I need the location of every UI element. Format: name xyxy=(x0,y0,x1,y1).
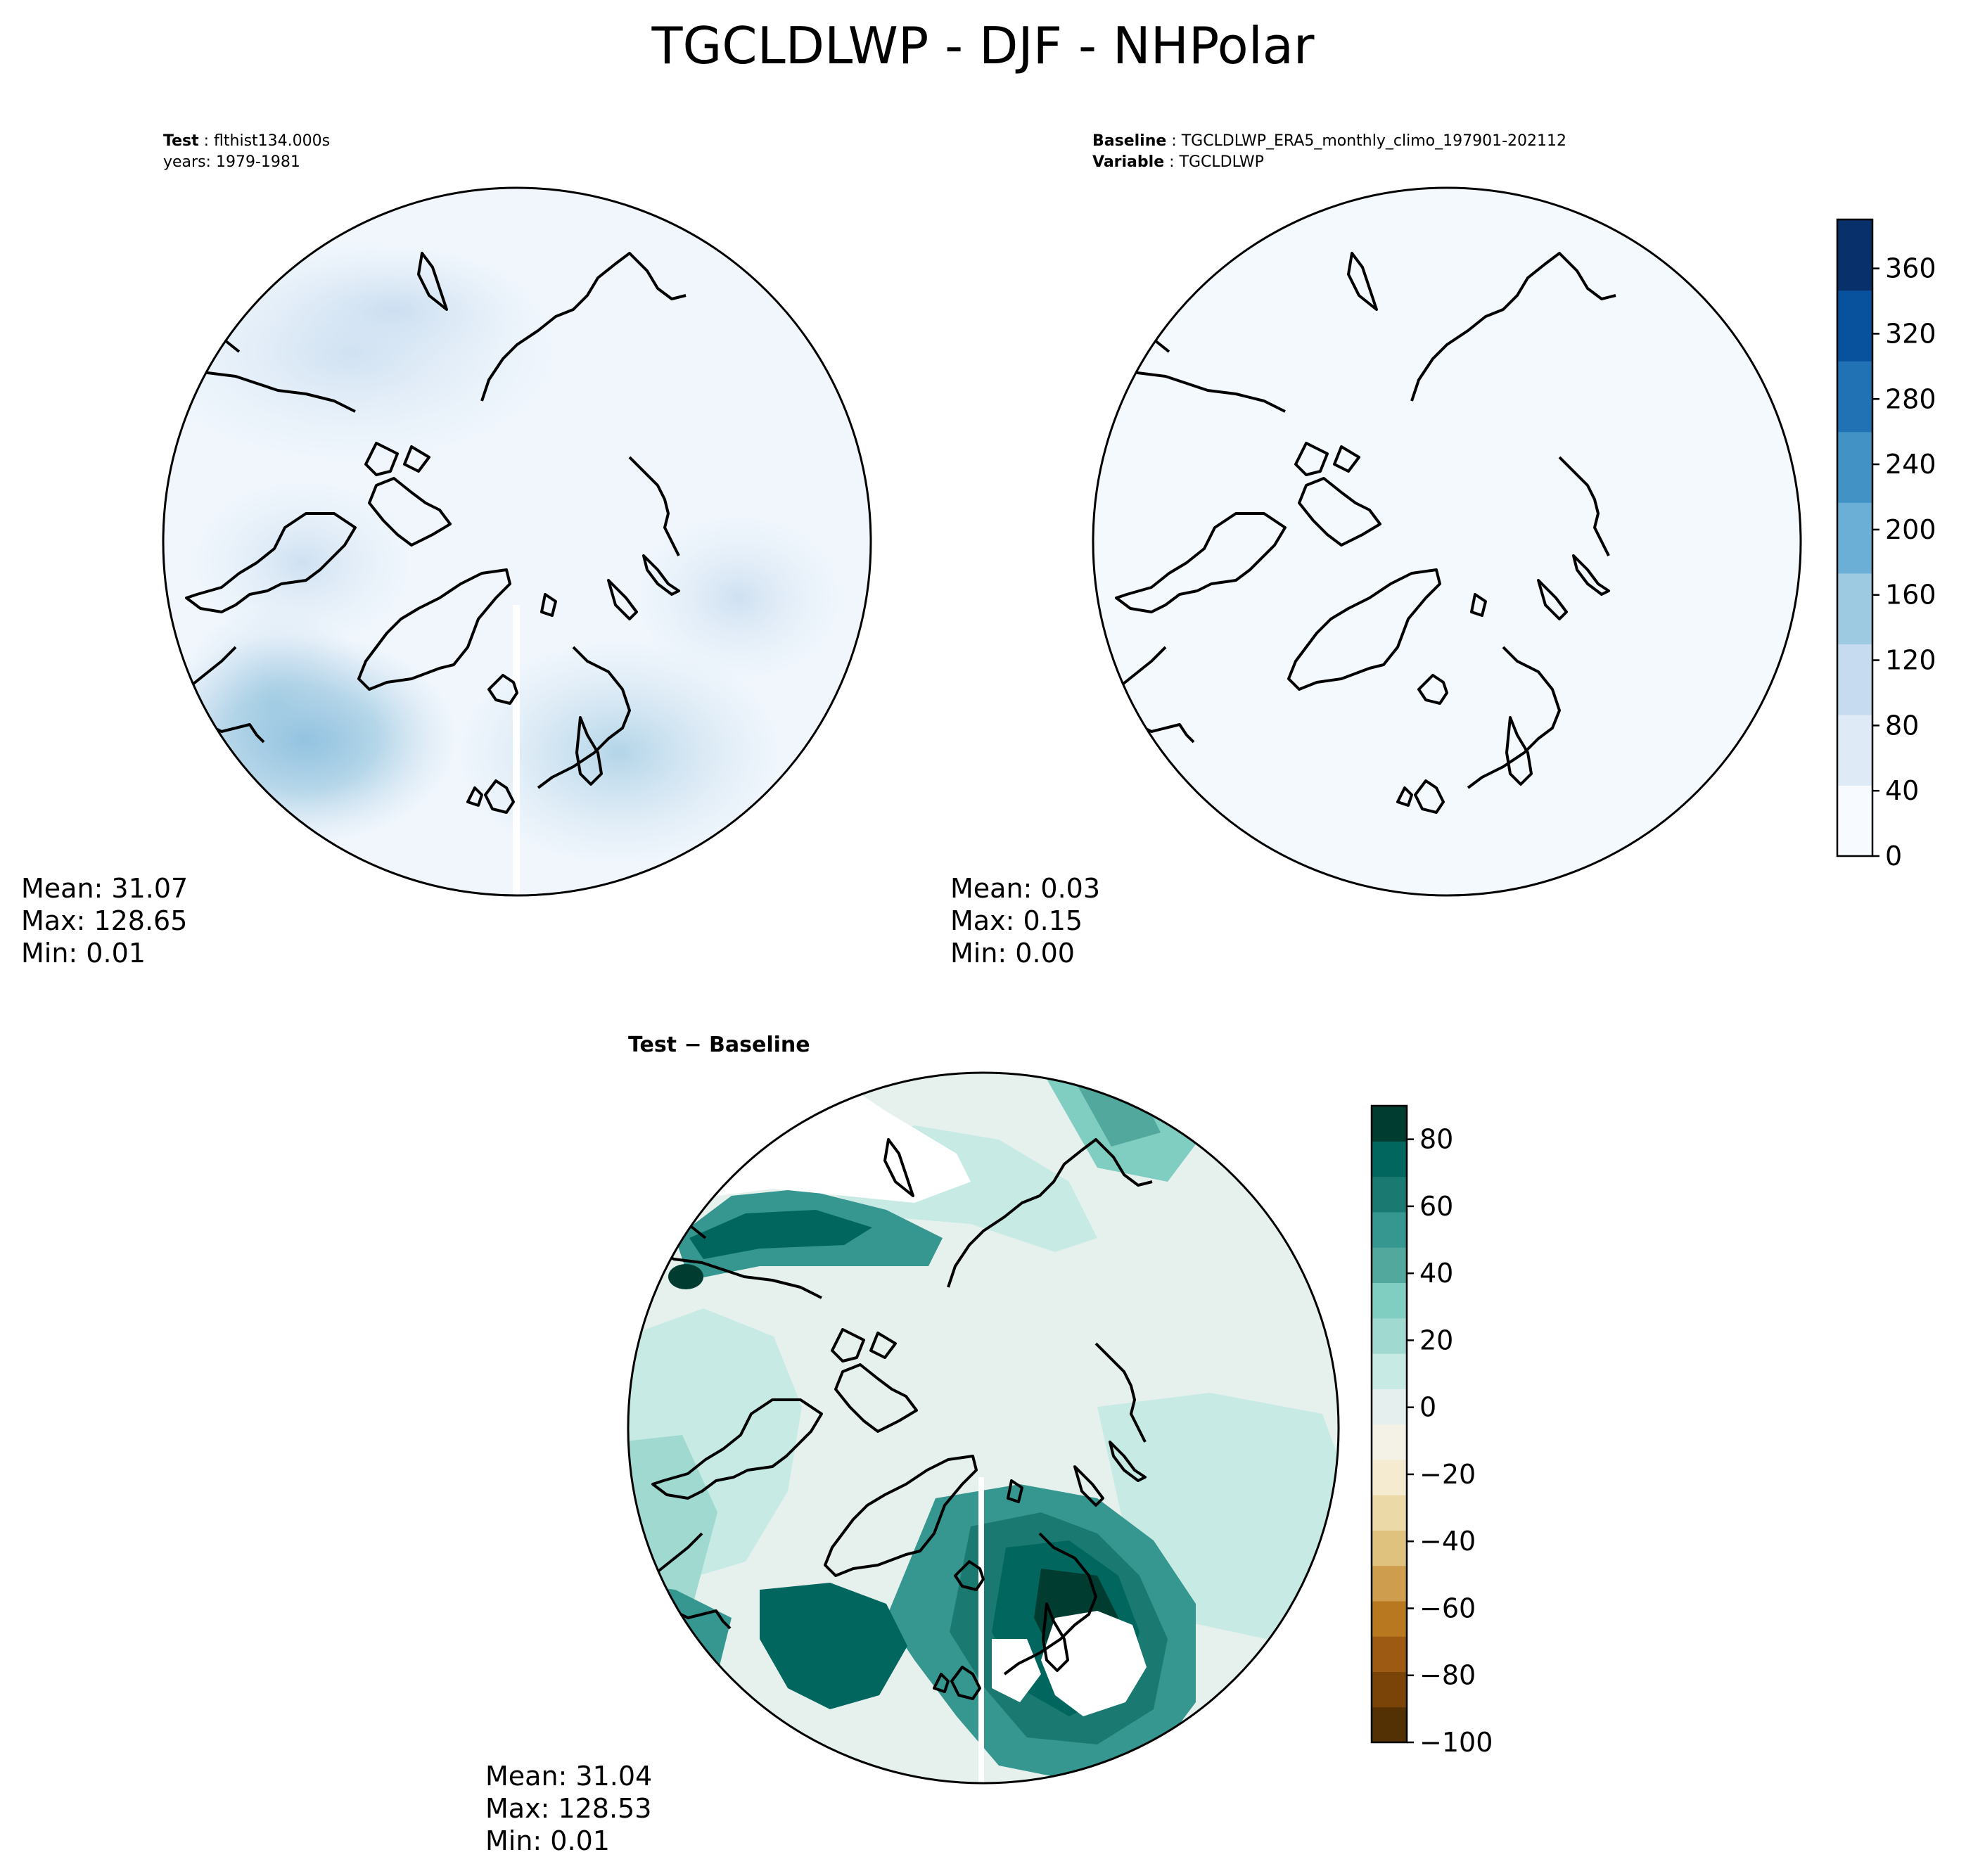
difference-colorbar-segment xyxy=(1372,1706,1407,1743)
difference-max: Max: 128.53 xyxy=(485,1793,652,1824)
top-colorbar-tick-label: 40 xyxy=(1885,775,1919,806)
difference-colorbar-tick-label: 80 xyxy=(1419,1124,1453,1155)
test-mean: Mean: 31.07 xyxy=(21,873,189,904)
difference-colorbar-tick-label: −40 xyxy=(1419,1526,1476,1557)
top-colorbar-tick-label: 160 xyxy=(1885,580,1936,611)
test-years: years: 1979-1981 xyxy=(163,153,300,171)
difference-title: Test − Baseline xyxy=(628,1033,810,1057)
difference-colorbar-segment xyxy=(1372,1565,1407,1602)
top-colorbar-segment xyxy=(1837,431,1872,503)
difference-colorbar-tick-label: 20 xyxy=(1419,1325,1453,1355)
test-label-value: flthist134.000s xyxy=(214,132,331,150)
difference-colorbar-segment xyxy=(1372,1671,1407,1708)
difference-colorbar-segment xyxy=(1372,1530,1407,1566)
top-colorbar-tick-label: 0 xyxy=(1885,841,1902,872)
baseline-variable-value: TGCLDLWP xyxy=(1179,153,1264,171)
test-map xyxy=(162,186,872,897)
baseline-map xyxy=(1092,186,1802,897)
difference-colorbar-tick-label: −80 xyxy=(1419,1660,1476,1691)
difference-map-boundary xyxy=(627,1071,1340,1785)
figure-title: TGCLDLWP - DJF - NHPolar xyxy=(651,16,1315,75)
difference-colorbar-segment xyxy=(1372,1353,1407,1389)
difference-colorbar-segment xyxy=(1372,1317,1407,1354)
difference-colorbar-segment xyxy=(1372,1636,1407,1673)
test-stats: Mean: 31.07 Max: 128.65 Min: 0.01 xyxy=(21,872,188,969)
top-colorbar-segment xyxy=(1837,644,1872,715)
difference-colorbar: −100 −80 −60 −40 −20 0 20 40 60 80 xyxy=(1370,1104,1493,1758)
difference-colorbar-segment xyxy=(1372,1495,1407,1531)
top-colorbar-segment xyxy=(1837,573,1872,644)
top-colorbar-frame xyxy=(1836,218,1874,857)
baseline-max: Max: 0.15 xyxy=(950,905,1083,936)
difference-colorbar-tick-label: 0 xyxy=(1419,1392,1436,1423)
difference-colorbar-segment xyxy=(1372,1600,1407,1637)
difference-colorbar-tick-label: −100 xyxy=(1419,1727,1493,1758)
top-colorbar-segment xyxy=(1837,714,1872,786)
test-max: Max: 128.65 xyxy=(21,905,188,936)
difference-colorbar-segment xyxy=(1372,1282,1407,1319)
baseline-mean: Mean: 0.03 xyxy=(950,873,1101,904)
difference-colorbar-tick-label: 60 xyxy=(1419,1191,1453,1222)
difference-colorbar-segment xyxy=(1372,1211,1407,1248)
baseline-label-value: TGCLDLWP_ERA5_monthly_climo_197901-20211… xyxy=(1181,132,1566,150)
top-colorbar-tick-label: 360 xyxy=(1885,253,1936,284)
top-colorbar-segment xyxy=(1837,502,1872,574)
top-colorbar: 0 40 80 120 160 200 240 280 320 360 xyxy=(1836,218,1936,872)
baseline-stats: Mean: 0.03 Max: 0.15 Min: 0.00 xyxy=(950,872,1100,969)
difference-colorbar-tick-label: −20 xyxy=(1419,1459,1476,1490)
top-colorbar-segment xyxy=(1837,219,1872,291)
difference-colorbar-frame xyxy=(1370,1104,1408,1744)
test-map-boundary xyxy=(162,186,872,897)
top-colorbar-tick-label: 80 xyxy=(1885,710,1919,741)
baseline-label-key: Baseline xyxy=(1092,132,1167,150)
difference-colorbar-tick-label: −60 xyxy=(1419,1593,1476,1623)
difference-colorbar-segment xyxy=(1372,1389,1407,1425)
difference-mean: Mean: 31.04 xyxy=(485,1761,653,1792)
difference-colorbar-segment xyxy=(1372,1141,1407,1178)
top-colorbar-segment xyxy=(1837,290,1872,362)
top-colorbar-segment xyxy=(1837,361,1872,433)
baseline-variable-key: Variable xyxy=(1092,153,1165,171)
test-header: Test : flthist134.000s years: 1979-1981 xyxy=(163,131,330,173)
difference-colorbar-tick-label: 40 xyxy=(1419,1258,1453,1289)
test-label-key: Test xyxy=(163,132,199,150)
top-colorbar-tick-label: 200 xyxy=(1885,514,1936,545)
difference-colorbar-segment xyxy=(1372,1106,1407,1142)
difference-stats: Mean: 31.04 Max: 128.53 Min: 0.01 xyxy=(485,1760,652,1857)
baseline-min: Min: 0.00 xyxy=(950,938,1075,969)
baseline-header: Baseline : TGCLDLWP_ERA5_monthly_climo_1… xyxy=(1092,132,1566,171)
difference-colorbar-segment xyxy=(1372,1424,1407,1460)
top-colorbar-tick-label: 280 xyxy=(1885,383,1936,414)
difference-min: Min: 0.01 xyxy=(485,1825,610,1856)
top-colorbar-segment xyxy=(1837,785,1872,857)
difference-colorbar-segment xyxy=(1372,1459,1407,1495)
difference-colorbar-segment xyxy=(1372,1247,1407,1283)
baseline-map-boundary xyxy=(1092,186,1802,897)
difference-colorbar-segment xyxy=(1372,1176,1407,1213)
test-min: Min: 0.01 xyxy=(21,938,146,969)
difference-map xyxy=(627,1071,1340,1785)
top-colorbar-tick-label: 320 xyxy=(1885,318,1936,349)
top-colorbar-tick-label: 120 xyxy=(1885,645,1936,676)
top-colorbar-tick-label: 240 xyxy=(1885,449,1936,480)
